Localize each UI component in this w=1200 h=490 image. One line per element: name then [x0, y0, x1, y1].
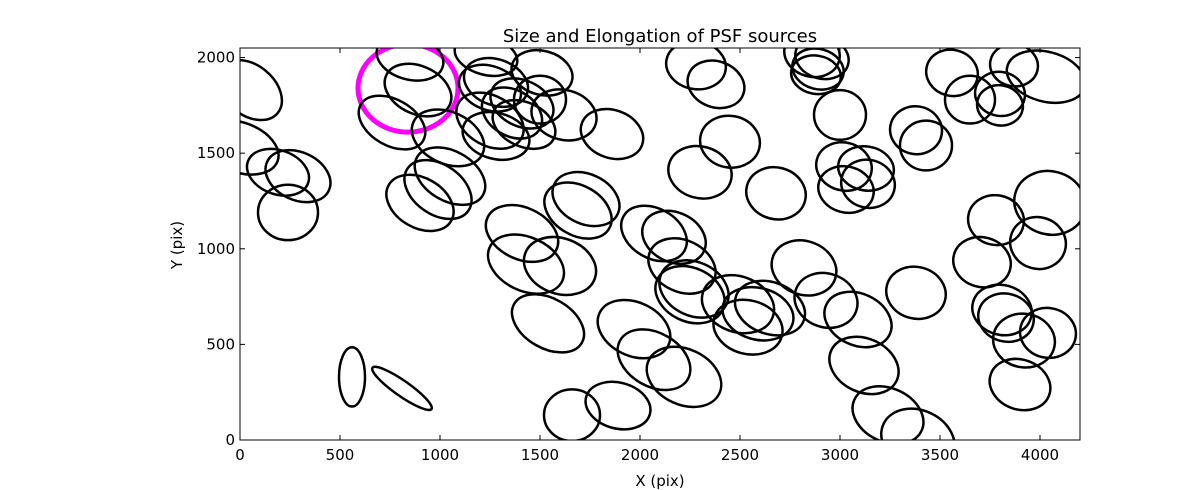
psf-ellipse — [966, 193, 1026, 247]
psf-ellipse — [645, 345, 723, 409]
psf-ellipse — [256, 183, 320, 242]
y-tick-label: 2000 — [197, 49, 235, 67]
psf-ellipse — [542, 388, 602, 440]
psf-ellipse — [1005, 49, 1080, 105]
x-tick-label: 0 — [235, 446, 245, 464]
psf-ellipse — [512, 74, 568, 125]
psf-ellipse — [240, 119, 280, 176]
psf-ellipse — [579, 107, 645, 161]
y-tick-label: 1500 — [197, 144, 235, 162]
psf-ellipse — [888, 105, 944, 156]
psf-ellipse — [530, 88, 598, 142]
psf-ellipse — [596, 298, 672, 360]
psf-ellipse — [370, 365, 434, 412]
x-tick-label: 500 — [326, 446, 355, 464]
psf-ellipse — [461, 110, 531, 162]
psf-ellipse — [486, 233, 566, 295]
y-tick-label: 0 — [225, 431, 235, 449]
psf-ellipse — [453, 48, 519, 78]
psf-ellipse — [793, 271, 859, 330]
psf-ellipse — [812, 88, 868, 142]
psf-ellipse — [357, 94, 427, 151]
psf-ellipse — [880, 407, 956, 440]
y-tick-label: 500 — [206, 335, 235, 353]
psf-ellipse — [698, 114, 762, 169]
psf-ellipse — [975, 83, 1025, 127]
psf-ellipse — [924, 48, 980, 98]
x-tick-label: 1000 — [421, 446, 459, 464]
psf-ellipse — [791, 48, 845, 91]
x-tick-label: 4000 — [1021, 446, 1059, 464]
psf-ellipse — [1008, 215, 1068, 271]
psf-ellipse — [851, 385, 925, 440]
psf-ellipse — [240, 58, 284, 122]
y-tick-label: 1000 — [197, 240, 235, 258]
psf-ellipse — [971, 283, 1033, 337]
psf-ellipse — [817, 164, 875, 215]
psf-ellipse — [510, 48, 574, 97]
psf-ellipse — [898, 119, 954, 172]
highlighted-psf-ellipse — [355, 48, 461, 135]
psf-ellipse — [823, 290, 893, 349]
psf-ellipse — [952, 235, 1012, 289]
psf-ellipse — [973, 70, 1027, 118]
x-tick-label: 1500 — [521, 446, 559, 464]
psf-ellipse — [789, 54, 843, 96]
psf-ellipse — [245, 147, 311, 197]
psf-ellipse — [943, 74, 997, 125]
x-tick-label: 2500 — [721, 446, 759, 464]
x-axis-label: X (pix) — [635, 472, 684, 490]
psf-ellipse — [667, 144, 733, 200]
psf-ellipse — [721, 285, 795, 342]
x-tick-label: 2000 — [621, 446, 659, 464]
psf-ellipse — [815, 141, 873, 193]
psf-ellipse — [413, 146, 487, 207]
psf-ellipse — [616, 328, 692, 392]
x-tick-label: 3500 — [921, 446, 959, 464]
psf-ellipse — [885, 265, 947, 321]
y-axis-label: Y (pix) — [168, 221, 186, 270]
psf-ellipse — [988, 357, 1052, 412]
psf-ellipse — [484, 203, 560, 264]
psf-ellipse — [828, 335, 900, 396]
chart-title: Size and Elongation of PSF sources — [503, 26, 817, 47]
psf-ellipse — [337, 346, 367, 408]
psf-ellipse — [383, 62, 453, 118]
psf-ellipse — [375, 48, 445, 82]
x-tick-label: 3000 — [821, 446, 859, 464]
psf-ellipse — [385, 173, 455, 233]
psf-ellipse — [1018, 306, 1078, 360]
psf-ellipse — [584, 380, 652, 431]
plot-frame — [239, 47, 1081, 441]
psf-ellipse — [794, 48, 850, 81]
psf-ellipse — [686, 59, 746, 110]
psf-ellipse — [264, 148, 332, 204]
psf-ellipse — [664, 48, 728, 91]
ellipse-layer — [240, 48, 1080, 440]
psf-ellipse — [988, 48, 1040, 88]
psf-ellipse — [839, 158, 897, 210]
psf-ellipse — [836, 145, 896, 192]
psf-ellipse — [1013, 169, 1080, 237]
psf-ellipse — [510, 293, 586, 354]
ticks-layer: 0 500 1000 1500 2000 2500 3000 3500 4000 0 500 1000… — [197, 48, 1080, 464]
psf-ellipse — [977, 292, 1035, 344]
psf-ellipse — [522, 235, 598, 297]
psf-ellipse — [543, 181, 613, 240]
psf-ellipse — [403, 158, 473, 221]
psf-ellipse — [745, 165, 807, 221]
psf-ellipse — [700, 274, 776, 335]
